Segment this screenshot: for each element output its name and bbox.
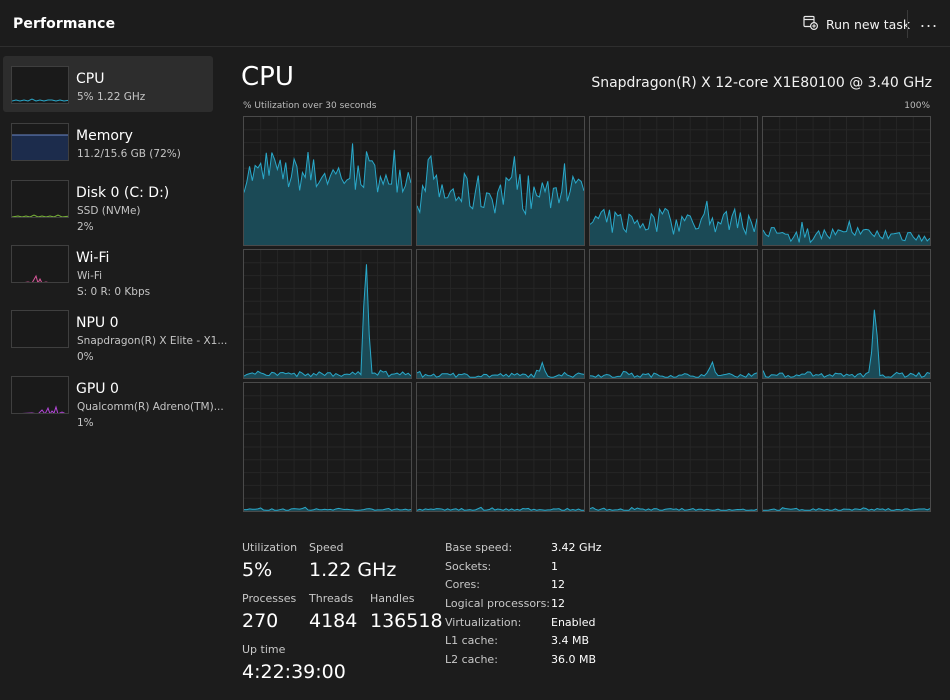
sidebar-item-detail: Qualcomm(R) Adreno(TM)...: [77, 401, 224, 413]
graph-max-label: 100%: [904, 101, 930, 111]
detail-label: Logical processors:: [445, 597, 551, 610]
core-graph: [243, 249, 412, 379]
threads-label: Threads: [309, 592, 354, 605]
detail-label: L1 cache:: [445, 634, 498, 647]
utilization-label: Utilization: [242, 541, 298, 554]
sidebar-item-label: GPU 0: [76, 381, 119, 397]
sidebar-item-label: NPU 0: [76, 315, 119, 331]
speed-label: Speed: [309, 541, 344, 554]
core-graph: [762, 249, 931, 379]
npu-thumbnail-graph: [11, 310, 69, 348]
detail-value: 3.4 MB: [551, 634, 590, 647]
utilization-area: [417, 155, 584, 245]
core-utilization-grid: [243, 116, 933, 516]
detail-label: Base speed:: [445, 541, 513, 554]
utilization-line: [590, 506, 757, 511]
sidebar: CPU 5% 1.22 GHz Memory 11.2/15.6 GB (72%…: [0, 48, 227, 700]
sidebar-item-detail-2: 1%: [77, 417, 94, 429]
sidebar-item-wifi[interactable]: Wi-Fi Wi-Fi S: 0 R: 0 Kbps: [3, 235, 213, 298]
core-graph: [589, 116, 758, 246]
utilization-area: [417, 362, 584, 378]
core-graph: [762, 382, 931, 512]
core-graph: [243, 382, 412, 512]
detail-value: 12: [551, 597, 565, 610]
detail-label: Sockets:: [445, 560, 492, 573]
processes-value: 270: [242, 610, 279, 632]
utilization-line: [244, 143, 411, 194]
utilization-line: [763, 219, 930, 244]
detail-label: Cores:: [445, 578, 480, 591]
utilization-line: [590, 200, 757, 236]
sidebar-item-label: CPU: [76, 71, 105, 87]
uptime-label: Up time: [242, 643, 286, 656]
processor-name: Snapdragon(R) X 12-core X1E80100 @ 3.40 …: [591, 75, 932, 91]
threads-value: 4184: [309, 610, 358, 632]
sidebar-item-memory[interactable]: Memory 11.2/15.6 GB (72%): [3, 113, 213, 169]
sidebar-item-detail: 11.2/15.6 GB (72%): [77, 148, 181, 160]
run-task-icon: [803, 15, 826, 33]
run-new-task-label: Run new task: [826, 16, 911, 32]
detail-value: 36.0 MB: [551, 653, 597, 666]
utilization-line: [244, 264, 411, 378]
core-graph: [589, 382, 758, 512]
utilization-line: [763, 309, 930, 378]
core-graph: [243, 116, 412, 246]
detail-value: 1: [551, 560, 558, 573]
sidebar-item-detail-2: 2%: [77, 221, 94, 233]
speed-value: 1.22 GHz: [309, 559, 397, 581]
utilization-line: [417, 506, 584, 511]
sidebar-item-npu[interactable]: NPU 0 Snapdragon(R) X Elite - X1... 0%: [3, 300, 227, 363]
sidebar-item-detail: SSD (NVMe): [77, 205, 141, 217]
page-title: Performance: [13, 16, 116, 32]
sidebar-item-disk[interactable]: Disk 0 (C: D:) SSD (NVMe) 2%: [3, 170, 213, 233]
utilization-line: [590, 360, 757, 378]
sidebar-item-label: Wi-Fi: [76, 250, 110, 266]
sidebar-item-detail-2: 0%: [77, 351, 94, 363]
utilization-line: [763, 507, 930, 511]
toolbar-divider: [907, 10, 908, 38]
detail-label: L2 cache:: [445, 653, 498, 666]
disk-thumbnail-graph: [11, 180, 69, 218]
detail-value: 3.42 GHz: [551, 541, 602, 554]
core-graph: [416, 116, 585, 246]
sidebar-item-label: Memory: [76, 128, 133, 144]
detail-label: Virtualization:: [445, 616, 522, 629]
wifi-thumbnail-graph: [11, 245, 69, 283]
sidebar-item-label: Disk 0 (C: D:): [76, 185, 170, 201]
core-graph: [416, 249, 585, 379]
core-graph: [589, 249, 758, 379]
detail-value: 12: [551, 578, 565, 591]
utilization-area: [244, 507, 411, 511]
core-graph: [762, 116, 931, 246]
utilization-area: [590, 200, 757, 245]
sidebar-item-cpu[interactable]: CPU 5% 1.22 GHz: [3, 56, 213, 112]
sidebar-item-detail: 5% 1.22 GHz: [77, 91, 146, 103]
utilization-value: 5%: [242, 559, 273, 581]
sidebar-item-detail: Snapdragon(R) X Elite - X1...: [77, 335, 228, 347]
utilization-area: [244, 143, 411, 245]
sidebar-item-detail: Wi-Fi: [77, 270, 103, 282]
processes-label: Processes: [242, 592, 297, 605]
run-new-task-button[interactable]: Run new task: [803, 14, 910, 34]
section-title: CPU: [241, 62, 294, 92]
core-graph: [416, 382, 585, 512]
utilization-line: [417, 361, 584, 378]
detail-value: Enabled: [551, 616, 596, 629]
sidebar-item-detail-2: S: 0 R: 0 Kbps: [77, 286, 151, 298]
sidebar-item-gpu[interactable]: GPU 0 Qualcomm(R) Adreno(TM)... 1%: [3, 366, 224, 429]
graph-caption: % Utilization over 30 seconds: [243, 101, 377, 111]
handles-label: Handles: [370, 592, 415, 605]
cpu-thumbnail-graph: [11, 66, 69, 104]
uptime-value: 4:22:39:00: [242, 661, 346, 683]
more-options-button[interactable]: ...: [919, 12, 939, 31]
title-bar: Performance Run new task ...: [0, 0, 950, 47]
memory-thumbnail-graph: [11, 123, 69, 161]
utilization-line: [244, 506, 411, 511]
utilization-area: [244, 264, 411, 378]
gpu-thumbnail-graph: [11, 376, 69, 414]
handles-value: 136518: [370, 610, 443, 632]
utilization-line: [417, 154, 584, 216]
